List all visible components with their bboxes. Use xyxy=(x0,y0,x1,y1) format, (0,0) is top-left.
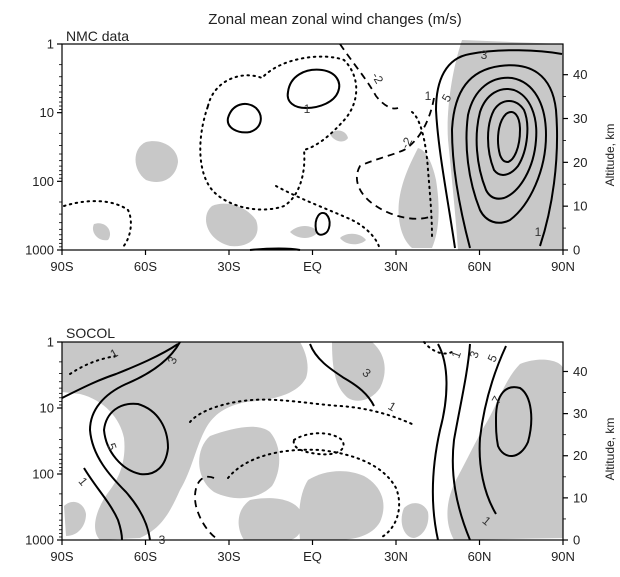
shade-socol-6 xyxy=(298,471,384,540)
y-right-tick-label: 20 xyxy=(573,155,587,170)
contour-label: 1 xyxy=(386,399,399,415)
y-left-tick-label: 1000 xyxy=(25,533,54,548)
contour-nmc-small-left xyxy=(226,102,262,134)
contour-nmc-3-outer xyxy=(435,49,563,249)
y-right-axis-label: Altitude, km xyxy=(603,124,617,187)
contour-nmc-dotted-center xyxy=(199,55,358,211)
contour-nmc-dashed-mid xyxy=(355,97,435,220)
contour-label: -2 xyxy=(398,135,416,152)
contour-nmc-right-d xyxy=(487,100,529,176)
shade-socol-2 xyxy=(332,342,385,401)
x-tick-label: 90N xyxy=(551,259,575,274)
contour-socol-center-3 xyxy=(309,343,375,407)
contour-socol-dashed xyxy=(194,475,217,539)
y-right-tick-label: 30 xyxy=(573,111,587,126)
contour-label: 1 xyxy=(304,102,311,116)
contour-label: 1 xyxy=(535,225,542,239)
contour-nmc-dotted-left xyxy=(63,200,132,249)
x-tick-label: 30S xyxy=(217,259,240,274)
x-tick-label: 30S xyxy=(217,549,240,564)
contour-nmc-small-bottom xyxy=(314,212,331,236)
contour-socol-dotted-topright xyxy=(423,341,453,355)
contour-socol-left-outer xyxy=(61,343,179,399)
x-tick-label: 90S xyxy=(50,259,73,274)
y-left-tick-label: 10 xyxy=(40,105,54,120)
y-right-tick-label: 30 xyxy=(573,406,587,421)
x-tick-label: 30N xyxy=(384,259,408,274)
contour-label: 1 xyxy=(449,349,465,360)
x-tick-label: 60S xyxy=(134,259,157,274)
contour-socol-dotted-mid xyxy=(189,398,413,425)
y-left-tick-label: 1000 xyxy=(25,243,54,258)
y-left-tick-label: 10 xyxy=(40,401,54,416)
shade-nmc-2 xyxy=(398,148,439,248)
shade-socol-5 xyxy=(238,498,303,540)
panel-label-nmc: NMC data xyxy=(66,28,129,44)
panel-socol: 1 3 3 1 1 3 5 5 7 1 3 1 SOCOL xyxy=(61,325,564,547)
shade-socol-3 xyxy=(447,359,563,540)
x-tick-label: 60N xyxy=(468,549,492,564)
contour-label: 1 xyxy=(425,89,432,103)
contour-nmc-right-a xyxy=(451,64,559,249)
contour-socol-dotted-small xyxy=(292,432,345,456)
contour-socol-right-1a xyxy=(431,343,448,541)
contour-nmc-1-top xyxy=(286,68,341,109)
x-tick-label: 90N xyxy=(551,549,575,564)
shade-nmc-4 xyxy=(330,130,348,142)
y-right-tick-label: 10 xyxy=(573,490,587,505)
contour-nmc-dotted-bottom xyxy=(275,185,381,251)
contour-label: -2 xyxy=(369,70,387,87)
shade-socol-4 xyxy=(199,426,280,499)
shade-nmc-3 xyxy=(135,141,178,182)
contour-socol-right-7 xyxy=(495,386,533,457)
shade-nmc-8 xyxy=(340,233,366,245)
y-left-tick-label: 100 xyxy=(32,174,54,189)
chart-title: Zonal mean zonal wind changes (m/s) xyxy=(208,11,461,28)
y-left-tick-label: 100 xyxy=(32,467,54,482)
contour-socol-left-1 xyxy=(83,467,123,541)
y-right-tick-label: 0 xyxy=(573,243,580,258)
x-tick-label: EQ xyxy=(303,259,322,274)
x-tick-label: EQ xyxy=(303,549,322,564)
shade-nmc-5 xyxy=(206,203,258,247)
y-right-tick-label: 0 xyxy=(573,533,580,548)
x-tick-label: 60S xyxy=(134,549,157,564)
y-right-tick-label: 10 xyxy=(573,199,587,214)
y-left-tick-label: 1 xyxy=(47,335,54,350)
contour-nmc-right-b xyxy=(465,76,547,224)
contour-label: 1 xyxy=(76,474,91,488)
contour-nmc-right-e xyxy=(497,111,521,163)
shade-nmc-7 xyxy=(92,223,111,241)
y-left-tick-label: 1 xyxy=(47,37,54,52)
contour-socol-dotted-lower xyxy=(227,448,401,539)
shade-socol-8 xyxy=(64,501,86,536)
contour-nmc-dashed-top xyxy=(339,43,399,110)
contour-label: 3 xyxy=(481,48,488,62)
contour-socol-right-3 xyxy=(451,343,471,541)
panel-nmc: 3 -2 1 5 1 -2 1 NMC data xyxy=(61,28,564,251)
contour-socol-right-5 xyxy=(478,345,507,515)
shade-nmc-6 xyxy=(290,226,318,238)
contour-socol-left-3 xyxy=(89,341,181,541)
y-right-tick-label: 20 xyxy=(573,448,587,463)
x-tick-label: 30N xyxy=(384,549,408,564)
y-right-tick-label: 40 xyxy=(573,67,587,82)
contour-label: 3 xyxy=(467,349,483,360)
contour-nmc-dotted-right xyxy=(411,111,433,239)
contour-nmc-right-c xyxy=(475,88,538,200)
shade-socol-7 xyxy=(401,503,429,538)
y-right-axis-label: Altitude, km xyxy=(603,418,617,481)
x-tick-label: 90S xyxy=(50,549,73,564)
contour-socol-left-5 xyxy=(103,402,169,476)
y-right-tick-label: 40 xyxy=(573,364,587,379)
x-tick-label: 60N xyxy=(468,259,492,274)
contour-label: 5 xyxy=(485,352,501,364)
contour-label: 5 xyxy=(104,441,120,452)
panel-label-socol: SOCOL xyxy=(66,325,115,341)
